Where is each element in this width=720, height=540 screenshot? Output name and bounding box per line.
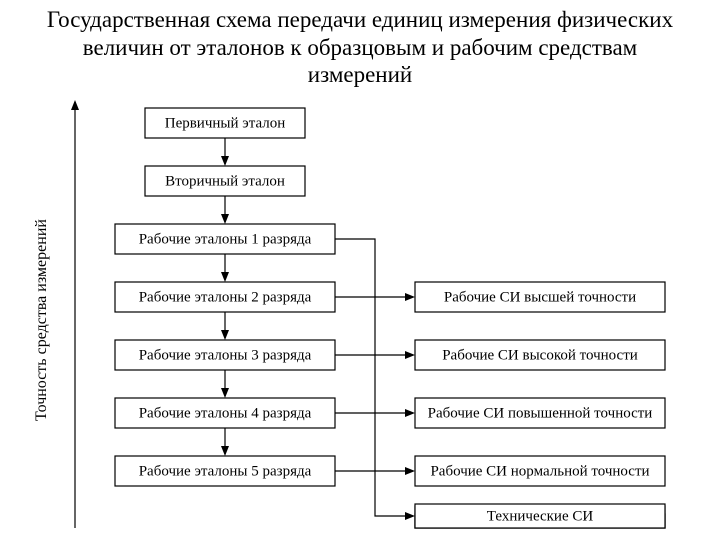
node-label: Рабочие СИ нормальной точности xyxy=(430,463,649,479)
node-primary-etalon: Первичный эталон xyxy=(145,108,305,138)
page-title: Государственная схема передачи единиц из… xyxy=(40,6,680,89)
node-label: Рабочие СИ высшей точности xyxy=(444,289,636,305)
arrow-elbow xyxy=(335,297,413,355)
arrow-elbow xyxy=(335,471,413,516)
node-working-etalon-4: Рабочие эталоны 4 разряда xyxy=(115,398,335,428)
node-label: Рабочие СИ повышенной точности xyxy=(428,405,653,421)
node-label: Рабочие эталоны 5 разряда xyxy=(139,463,312,479)
arrow-elbow xyxy=(335,413,413,471)
page: Государственная схема передачи единиц из… xyxy=(0,0,720,540)
node-si-elevated: Рабочие СИ повышенной точности xyxy=(415,398,665,428)
node-working-etalon-5: Рабочие эталоны 5 разряда xyxy=(115,456,335,486)
node-si-highest: Рабочие СИ высшей точности xyxy=(415,282,665,312)
node-label: Рабочие эталоны 4 разряда xyxy=(139,405,312,421)
node-si-normal: Рабочие СИ нормальной точности xyxy=(415,456,665,486)
node-working-etalon-1: Рабочие эталоны 1 разряда xyxy=(115,224,335,254)
axis-label-container: Точность средства измерений xyxy=(32,120,52,520)
node-working-etalon-3: Рабочие эталоны 3 разряда xyxy=(115,340,335,370)
arrow-elbow xyxy=(335,239,413,297)
arrow-elbow xyxy=(335,355,413,413)
node-label: Рабочие эталоны 2 разряда xyxy=(139,289,312,305)
node-label: Вторичный эталон xyxy=(165,173,285,189)
node-label: Первичный эталон xyxy=(165,115,286,131)
diagram-svg: Первичный эталон Вторичный эталон Рабочи… xyxy=(55,98,695,530)
node-label: Рабочие эталоны 1 разряда xyxy=(139,231,312,247)
node-secondary-etalon: Вторичный эталон xyxy=(145,166,305,196)
svg-text:Технические СИ: Технические СИ xyxy=(487,508,594,524)
node-working-etalon-2: Рабочие эталоны 2 разряда xyxy=(115,282,335,312)
axis-label: Точность средства измерений xyxy=(33,219,51,421)
node-si-high: Рабочие СИ высокой точности xyxy=(415,340,665,370)
node-label: Рабочие СИ высокой точности xyxy=(442,347,638,363)
node-label: Рабочие эталоны 3 разряда xyxy=(139,347,312,363)
